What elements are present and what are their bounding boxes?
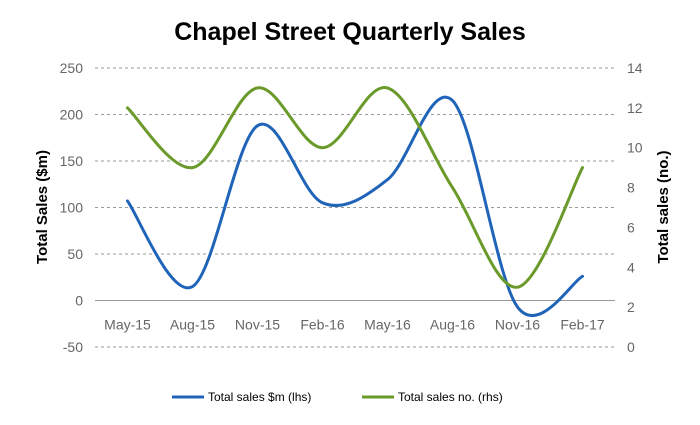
legend: Total sales $m (lhs) Total sales no. (rhs… <box>172 390 503 404</box>
right-tick-label: 6 <box>627 219 635 235</box>
left-tick-label: 200 <box>60 107 84 123</box>
x-tick-label: Nov-15 <box>235 317 280 333</box>
x-tick-label: Nov-16 <box>495 317 540 333</box>
x-tick-label: May-15 <box>104 317 151 333</box>
right-tick-label: 8 <box>627 180 635 196</box>
right-tick-label: 10 <box>627 140 643 156</box>
left-tick-label: -50 <box>63 339 83 355</box>
x-tick-label: May-16 <box>364 317 411 333</box>
series-line-2 <box>126 86 584 289</box>
series-lines <box>126 86 584 317</box>
series-line-1 <box>126 95 584 317</box>
left-axis-ticks: -50 0 50 100 150 200 250 <box>60 60 84 355</box>
left-tick-label: 100 <box>60 200 84 216</box>
right-tick-label: 0 <box>627 339 635 355</box>
legend-label: Total sales no. (rhs) <box>398 390 503 404</box>
left-tick-label: 150 <box>60 153 84 169</box>
right-tick-label: 4 <box>627 259 635 275</box>
x-tick-label: Aug-15 <box>170 317 215 333</box>
x-axis-ticks: May-15 Aug-15 Nov-15 Feb-16 May-16 Aug-16 Nov-… <box>95 300 615 333</box>
right-tick-label: 14 <box>627 60 643 76</box>
x-tick-label: Feb-16 <box>300 317 345 333</box>
x-tick-label: Aug-16 <box>430 317 475 333</box>
right-tick-label: 2 <box>627 299 635 315</box>
left-tick-label: 50 <box>67 246 83 262</box>
right-tick-label: 12 <box>627 100 643 116</box>
legend-label: Total sales $m (lhs) <box>208 390 311 404</box>
right-axis-ticks: 0 2 4 6 8 10 12 14 <box>627 60 643 355</box>
chart-title: Chapel Street Quarterly Sales <box>174 18 526 46</box>
right-axis-title: Total sales (no.) <box>655 150 672 263</box>
left-tick-label: 250 <box>60 60 84 76</box>
left-axis-title: Total Sales ($m) <box>34 150 51 264</box>
gridlines <box>95 67 615 348</box>
left-tick-label: 0 <box>75 293 83 309</box>
x-tick-label: Feb-17 <box>560 317 605 333</box>
